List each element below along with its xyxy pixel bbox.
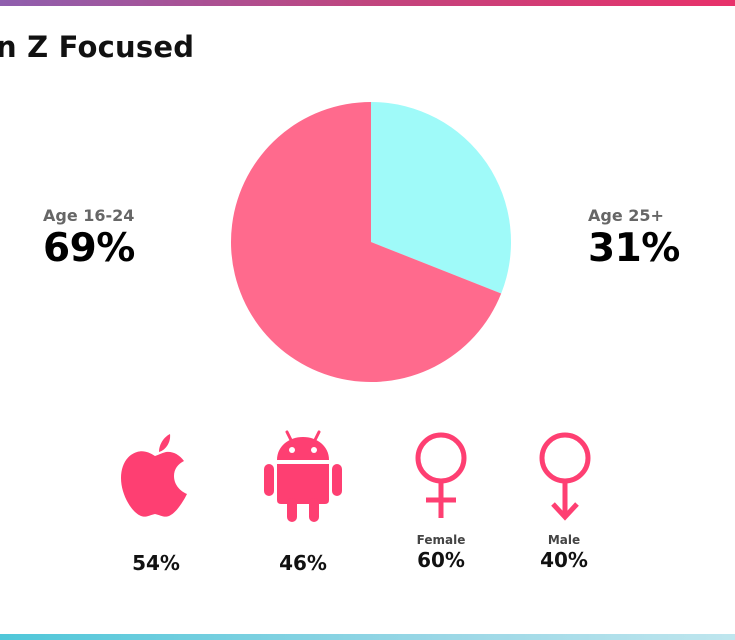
pie-slice-age-25-	[371, 102, 511, 294]
age-25-plus-value: 31%	[588, 226, 680, 271]
top-accent-bar	[0, 0, 735, 6]
male-share-value: 40%	[540, 548, 588, 572]
age-16-24-group: Age 16-24 69%	[43, 206, 135, 272]
male-stat: Male 40%	[509, 533, 619, 572]
android-icon	[264, 430, 342, 522]
female-symbol-icon	[415, 432, 467, 518]
female-label: Female	[416, 533, 466, 547]
apple-icon	[121, 434, 187, 517]
android-share-value: 46%	[279, 551, 327, 575]
age-16-24-value: 69%	[43, 226, 135, 271]
pie-slice-age-16-24	[231, 102, 502, 382]
android-stat: 46%	[248, 551, 358, 575]
apple-share-value: 54%	[132, 551, 180, 575]
page-title: n Z Focused	[0, 30, 195, 64]
female-stat: Female 60%	[386, 533, 496, 572]
age-25-plus-label: Age 25+	[588, 206, 664, 225]
male-symbol-icon	[539, 432, 591, 521]
apple-stat: 54%	[101, 551, 211, 575]
age-16-24-label: Age 16-24	[43, 206, 135, 225]
female-share-value: 60%	[417, 548, 465, 572]
bottom-accent-bar	[0, 634, 735, 640]
male-label: Male	[547, 533, 581, 547]
age-25-plus-group: Age 25+ 31%	[588, 206, 680, 272]
